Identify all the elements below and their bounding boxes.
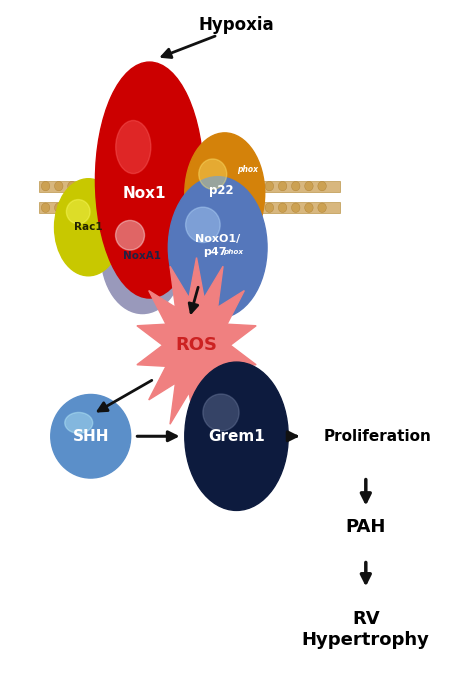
Text: SHH: SHH (72, 429, 109, 443)
Ellipse shape (212, 181, 221, 191)
Ellipse shape (185, 362, 288, 510)
Ellipse shape (51, 395, 131, 478)
Ellipse shape (305, 203, 313, 213)
Bar (39, 202, 340, 213)
Ellipse shape (265, 203, 274, 213)
Bar (39, 181, 340, 192)
Ellipse shape (120, 181, 129, 191)
Ellipse shape (120, 203, 129, 213)
Ellipse shape (41, 181, 50, 191)
Text: PAH: PAH (346, 519, 386, 536)
Ellipse shape (54, 203, 63, 213)
Text: Grem1: Grem1 (208, 429, 265, 443)
Ellipse shape (65, 412, 93, 433)
Ellipse shape (226, 203, 234, 213)
Text: RV
Hypertrophy: RV Hypertrophy (302, 611, 430, 649)
Ellipse shape (54, 181, 63, 191)
Ellipse shape (203, 394, 239, 431)
Text: phox: phox (237, 165, 258, 175)
Ellipse shape (147, 181, 155, 191)
Ellipse shape (66, 200, 90, 224)
Text: phox: phox (223, 248, 243, 255)
Ellipse shape (318, 181, 326, 191)
Text: p22: p22 (209, 183, 234, 197)
Ellipse shape (133, 203, 142, 213)
Text: Rac1: Rac1 (74, 222, 103, 232)
Ellipse shape (291, 181, 300, 191)
Ellipse shape (133, 181, 142, 191)
Ellipse shape (199, 203, 208, 213)
Ellipse shape (199, 181, 208, 191)
Ellipse shape (107, 203, 116, 213)
Ellipse shape (186, 181, 195, 191)
Ellipse shape (101, 195, 184, 313)
Ellipse shape (41, 203, 50, 213)
Ellipse shape (173, 181, 182, 191)
Ellipse shape (94, 181, 103, 191)
Ellipse shape (226, 181, 234, 191)
Ellipse shape (81, 203, 89, 213)
Ellipse shape (147, 203, 155, 213)
Text: Nox1: Nox1 (123, 186, 166, 201)
Ellipse shape (168, 177, 267, 318)
Ellipse shape (252, 203, 261, 213)
Ellipse shape (185, 133, 265, 255)
Ellipse shape (278, 203, 287, 213)
Ellipse shape (96, 62, 203, 298)
Text: p47: p47 (203, 247, 227, 257)
Ellipse shape (212, 203, 221, 213)
Ellipse shape (68, 203, 76, 213)
Text: ROS: ROS (175, 336, 218, 354)
Ellipse shape (81, 181, 89, 191)
Ellipse shape (160, 181, 168, 191)
Ellipse shape (107, 181, 116, 191)
Ellipse shape (239, 203, 247, 213)
Ellipse shape (265, 181, 274, 191)
Ellipse shape (252, 181, 261, 191)
Ellipse shape (68, 181, 76, 191)
Ellipse shape (318, 203, 326, 213)
Ellipse shape (291, 203, 300, 213)
Polygon shape (137, 257, 256, 433)
Ellipse shape (185, 207, 220, 242)
Text: NoxA1: NoxA1 (123, 251, 161, 261)
Ellipse shape (116, 121, 151, 173)
Text: Proliferation: Proliferation (324, 429, 431, 443)
Ellipse shape (173, 203, 182, 213)
Text: Hypoxia: Hypoxia (199, 16, 274, 34)
Ellipse shape (54, 179, 122, 276)
Ellipse shape (115, 221, 145, 250)
Ellipse shape (278, 181, 287, 191)
Ellipse shape (186, 203, 195, 213)
Text: NoxO1/: NoxO1/ (195, 234, 240, 244)
Ellipse shape (199, 159, 227, 190)
Ellipse shape (239, 181, 247, 191)
Ellipse shape (305, 181, 313, 191)
Ellipse shape (160, 203, 168, 213)
Ellipse shape (94, 203, 103, 213)
